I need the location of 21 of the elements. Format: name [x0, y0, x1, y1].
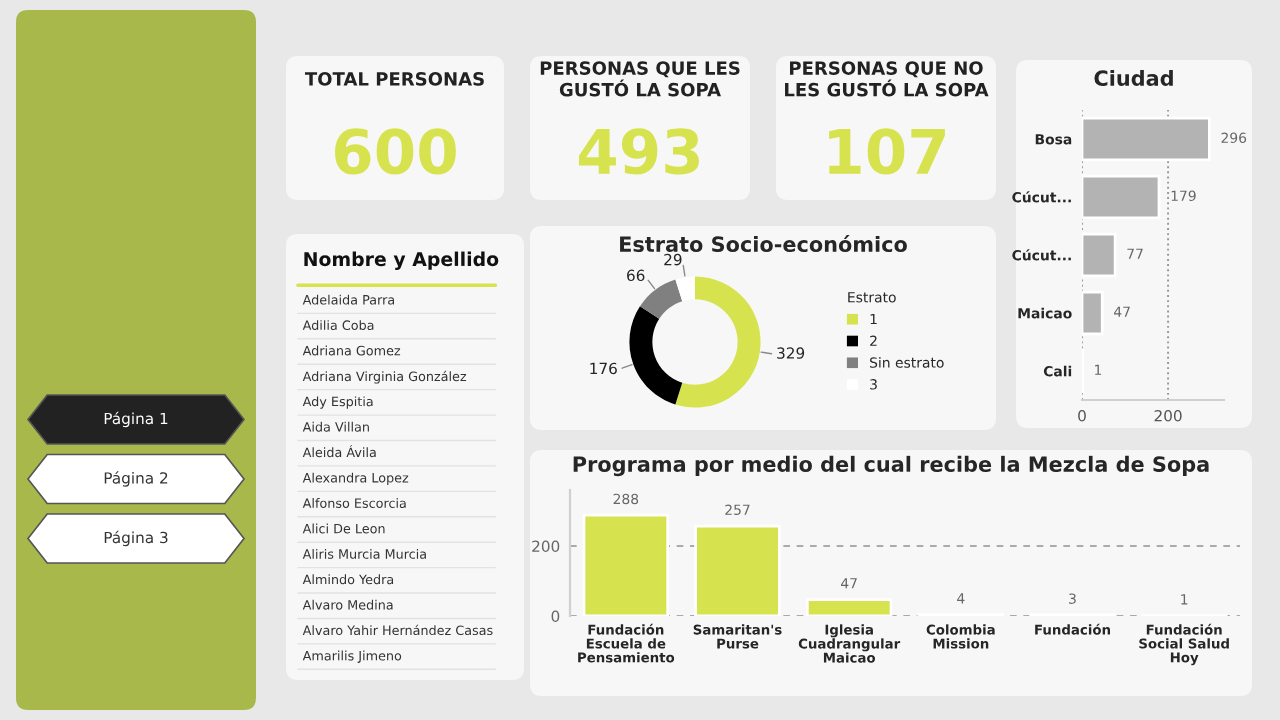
bar — [1082, 290, 1104, 336]
text: Nombre y Apellido — [304, 251, 499, 270]
donut-slice — [629, 306, 683, 405]
chart-title: Estrato Socio-económico — [620, 235, 907, 253]
donut-slice — [675, 276, 695, 302]
text: PERSONAS QUE LES GUSTÓ LA SOPA — [540, 61, 740, 97]
text: PERSONAS QUE NO LES GUSTÓ LA SOPA — [785, 61, 989, 97]
bar — [1082, 232, 1117, 278]
bar — [805, 598, 893, 616]
bar — [582, 513, 670, 616]
chart-title: Programa por medio del cual recibe la Mezcla de Sopa — [573, 455, 1209, 477]
donut-slice — [639, 279, 683, 319]
bar — [1082, 174, 1161, 220]
bar — [694, 524, 781, 616]
text: 493 — [578, 128, 699, 175]
text: 107 — [829, 128, 945, 175]
text: TOTAL PERSONAS — [304, 72, 484, 86]
donut-slice — [675, 276, 761, 408]
bar — [1082, 116, 1211, 162]
text: 600 — [335, 128, 456, 175]
chart-title: Ciudad — [1094, 69, 1173, 87]
